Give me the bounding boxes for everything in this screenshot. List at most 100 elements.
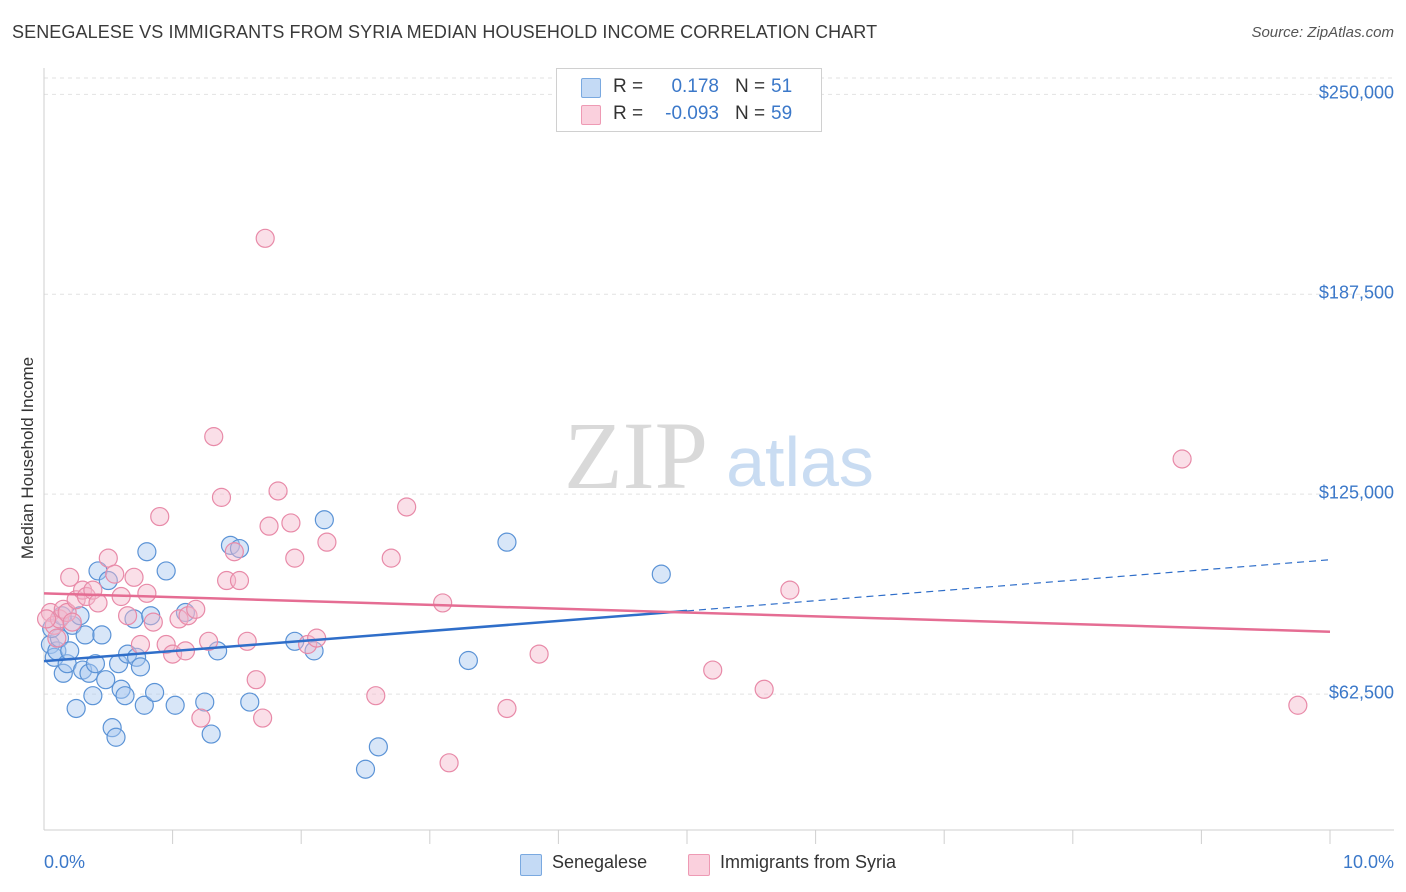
syria-point [366, 686, 386, 706]
senegalese-point [314, 510, 334, 530]
grid-lines [44, 77, 1394, 695]
legend-swatch-syria [581, 105, 601, 125]
x-tick-min: 0.0% [44, 852, 86, 872]
y-tick-label: $125,000 [1318, 482, 1394, 503]
syria-point [253, 708, 273, 728]
syria-point [47, 628, 67, 648]
legend-n-label: N = [735, 76, 766, 97]
syria-point [529, 644, 549, 664]
senegalese-point [201, 724, 221, 744]
syria-point [186, 599, 206, 619]
senegalese-point [92, 625, 112, 645]
syria-point [317, 532, 337, 552]
syria-point [124, 567, 144, 587]
y-tick-label: $250,000 [1318, 82, 1394, 103]
x-tick-max: 10.0% [1342, 852, 1394, 872]
senegalese-point [229, 538, 250, 559]
senegalese-point [165, 695, 185, 715]
syria-point [237, 631, 257, 651]
syria-point [60, 567, 80, 587]
watermark-zip: ZIP [564, 402, 708, 509]
syria-point [88, 593, 108, 613]
syria-point [224, 542, 244, 562]
senegalese-trend-line [43, 609, 688, 663]
syria-point [229, 570, 250, 591]
syria-point [130, 634, 151, 655]
senegalese-point [102, 718, 122, 738]
senegalese-point [83, 686, 103, 706]
legend-swatch-senegalese [520, 854, 542, 876]
syria-point [36, 609, 57, 629]
y-axis-title: Median Household Income [18, 356, 37, 560]
senegalese-point [355, 759, 376, 779]
watermark: ZIP atlas [564, 402, 874, 509]
syria-point [268, 481, 288, 501]
syria-point [98, 548, 118, 568]
y-tick-label: $62,500 [1328, 682, 1394, 703]
senegalese-point [134, 695, 154, 715]
syria-point [433, 593, 453, 613]
syria-point [62, 612, 82, 632]
syria-point [1172, 449, 1192, 469]
syria-point [285, 548, 305, 568]
syria-point [255, 228, 275, 248]
legend-row-senegalese: R = 0.178 N = 51 [557, 74, 821, 100]
legend-n-value: 59 [771, 103, 793, 124]
source-credit: Source: ZipAtlas.com [1251, 24, 1394, 41]
legend-row-syria: R = -0.093 N = 59 [557, 101, 821, 127]
legend-r-label: R = [613, 103, 644, 124]
syria-point [143, 612, 163, 632]
senegalese-point [85, 654, 106, 674]
senegalese-point [115, 686, 135, 706]
senegalese-point [53, 663, 73, 683]
correlation-legend: R = 0.178 N = 51 R = -0.093 N = 59 [556, 68, 822, 132]
senegalese-point [368, 737, 388, 757]
y-tick-label: $187,500 [1318, 282, 1394, 303]
watermark-atlas: atlas [726, 423, 874, 501]
syria-point [754, 679, 774, 699]
syria-point [211, 487, 232, 507]
syria-point [281, 513, 301, 533]
legend-swatch-senegalese [581, 78, 601, 98]
axes [43, 68, 1394, 844]
legend-swatch-syria [688, 854, 710, 876]
syria-point [191, 708, 211, 728]
senegalese-point [497, 532, 517, 552]
senegalese-point [458, 650, 478, 671]
senegalese-point [88, 561, 108, 581]
senegalese-point [96, 670, 116, 690]
syria-point [105, 564, 125, 584]
senegalese-point [156, 561, 176, 581]
legend-r-value: -0.093 [665, 103, 719, 124]
senegalese-point [75, 625, 95, 645]
senegalese-point [137, 542, 157, 562]
syria-point [439, 753, 459, 773]
legend-label-syria: Immigrants from Syria [720, 852, 897, 872]
trend-lines [43, 559, 1331, 663]
syria-point [117, 606, 138, 626]
syria-point [204, 427, 224, 447]
syria-point [178, 606, 198, 626]
senegalese-point [195, 692, 215, 712]
senegalese-point [52, 606, 72, 626]
syria-point [1288, 695, 1308, 715]
syria-point [497, 698, 517, 719]
legend-r-label: R = [613, 76, 644, 97]
senegalese-point [240, 692, 260, 712]
syria-point [780, 580, 800, 600]
syria-point [259, 516, 279, 536]
legend-n-value: 51 [771, 76, 793, 97]
senegalese-point [79, 663, 99, 683]
senegalese-point [106, 727, 126, 747]
chart-title: SENEGALESE VS IMMIGRANTS FROM SYRIA MEDI… [12, 22, 878, 42]
senegalese-point [66, 698, 86, 719]
senegalese-point [130, 657, 151, 677]
syria-point [703, 660, 723, 680]
syria-point [246, 670, 266, 690]
syria-point [137, 583, 157, 603]
syria-point [150, 506, 170, 527]
syria-point [381, 548, 401, 568]
legend-label-senegalese: Senegalese [552, 852, 648, 872]
syria-point [397, 497, 417, 517]
senegalese-point [144, 682, 165, 703]
